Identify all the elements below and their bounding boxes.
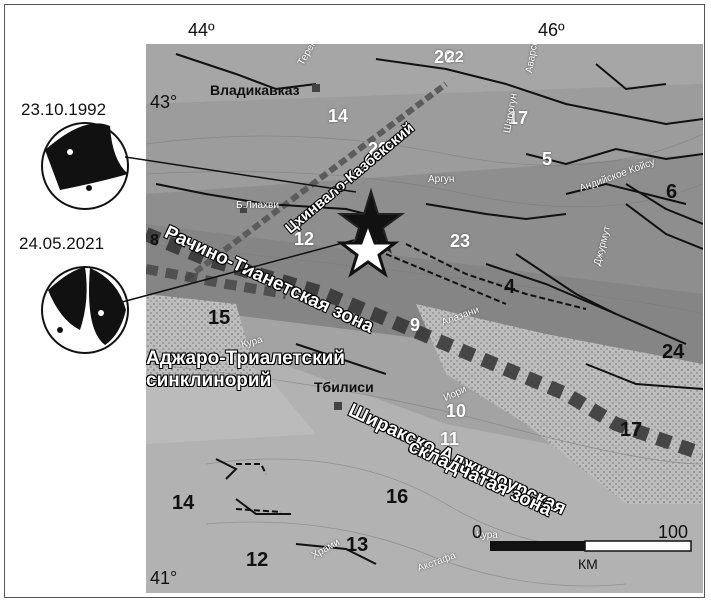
unit-20-top: 20 — [434, 47, 455, 67]
figure-frame — [4, 4, 705, 598]
unit-15: 15 — [208, 307, 231, 329]
unit-16: 16 — [386, 486, 409, 508]
map-relief — [146, 44, 703, 593]
beachball-2021-icon — [41, 266, 129, 354]
unit-13: 13 — [346, 534, 369, 556]
scale-zero: 0 — [472, 522, 483, 542]
unit-6: 6 — [666, 181, 678, 203]
unit-10: 10 — [446, 401, 467, 421]
unit-14-north: 14 — [328, 106, 349, 126]
unit-8: 8 — [150, 232, 159, 249]
river-b-liakhvi: Б.Лиахви — [236, 200, 279, 211]
beachball-1992-icon — [41, 122, 129, 210]
unit-4: 4 — [504, 276, 516, 298]
lon-label-44: 44º — [188, 20, 215, 40]
city-vladikavkaz: Владикавказ — [210, 82, 300, 98]
scale-unit: КМ — [578, 556, 598, 572]
map-area: 20 22 14 17 20 12 23 9 10 11 5 6 4 24 17… — [146, 44, 703, 593]
zone-adjara-trialeti-line1: Аджаро-Триалетский — [146, 348, 345, 369]
lon-label-46: 46º — [538, 20, 565, 40]
event-date-1992: 23.10.1992 — [21, 100, 107, 119]
scale-max: 100 — [658, 522, 689, 542]
river-argun: Аргун — [428, 174, 455, 185]
unit-9: 9 — [410, 315, 421, 335]
lat-label-41: 41° — [150, 568, 178, 588]
unit-23: 23 — [450, 231, 471, 251]
unit-17-south: 17 — [620, 419, 643, 441]
zone-adjara-trialeti-line2: синклинорий — [146, 370, 272, 391]
unit-17-north: 17 — [508, 108, 529, 128]
river-kura-south: Кура — [476, 530, 498, 541]
unit-12-north: 12 — [294, 229, 315, 249]
city-tbilisi: Тбилиси — [314, 379, 374, 395]
unit-24: 24 — [662, 341, 685, 363]
unit-14-south: 14 — [172, 492, 195, 514]
unit-5: 5 — [542, 149, 553, 169]
star-2021-icon — [336, 219, 400, 278]
unit-22: 22 — [446, 49, 464, 66]
unit-20: 20 — [368, 139, 389, 159]
event-date-2021: 24.05.2021 — [19, 234, 105, 253]
unit-11: 11 — [440, 429, 460, 449]
lat-label-43: 43° — [150, 92, 178, 112]
unit-12-south: 12 — [246, 549, 269, 571]
